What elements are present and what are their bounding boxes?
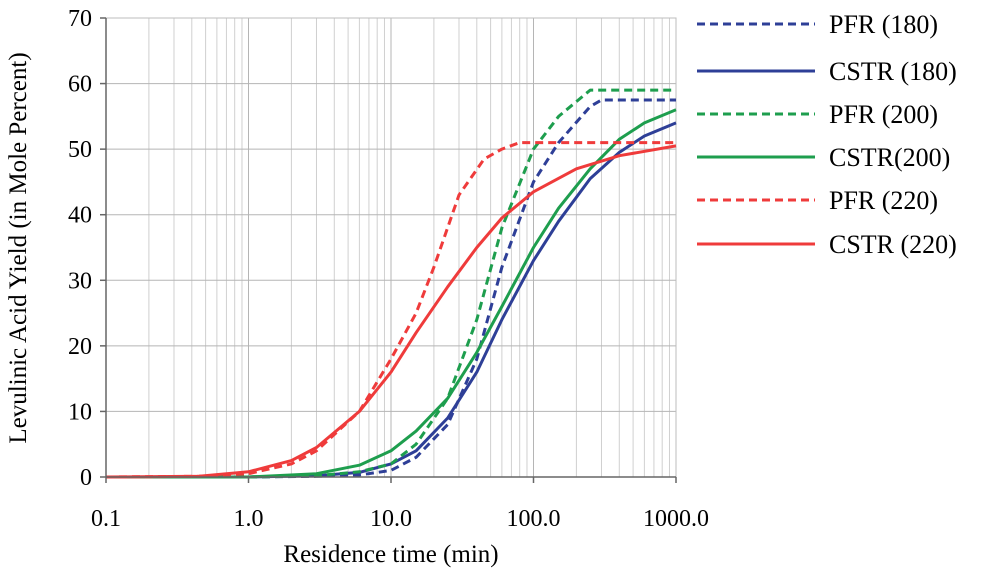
y-tick-label: 70 <box>68 6 92 32</box>
series-layer <box>105 88 677 479</box>
series-line-cstr-200 <box>106 108 677 479</box>
legend-label-cstr-180: CSTR (180) <box>829 57 957 86</box>
x-tick-label: 1.0 <box>234 506 264 532</box>
legend: PFR (180) CSTR (180) PFR (200) CSTR(200) PFR… <box>697 10 957 259</box>
x-tick-label: 1000.0 <box>643 506 709 532</box>
y-tick-label: 0 <box>80 465 92 491</box>
x-axis-title: Residence time (min) <box>283 541 498 568</box>
legend-label-cstr-200: CSTR(200) <box>829 143 950 172</box>
legend-label-pfr-180: PFR (180) <box>829 10 938 39</box>
legend-label-pfr-200: PFR (200) <box>829 100 938 129</box>
y-tick-label: 60 <box>68 72 92 98</box>
minor-gridlines <box>148 18 670 477</box>
y-tick-label: 50 <box>68 137 92 163</box>
x-tick-label: 10.0 <box>370 506 412 532</box>
x-tick-label: 100.0 <box>507 506 561 532</box>
series-line-cstr-220 <box>105 144 677 479</box>
y-tick-label: 10 <box>68 399 92 425</box>
y-tick-label: 30 <box>68 268 92 294</box>
x-tick-label: 0.1 <box>91 506 121 532</box>
series-line-pfr-200 <box>106 88 676 479</box>
y-tick-label: 40 <box>68 203 92 229</box>
legend-label-pfr-220: PFR (220) <box>829 186 938 215</box>
legend-label-cstr-220: CSTR (220) <box>829 230 957 259</box>
tick-labels: 0 10 20 30 40 50 60 70 0.1 1.0 10.0 100.0 1000.0 <box>68 6 709 532</box>
series-line-pfr-220 <box>105 141 676 479</box>
y-tick-label: 20 <box>68 334 92 360</box>
y-axis-title: Levulinic Acid Yield (in Mole Percent) <box>5 52 32 443</box>
